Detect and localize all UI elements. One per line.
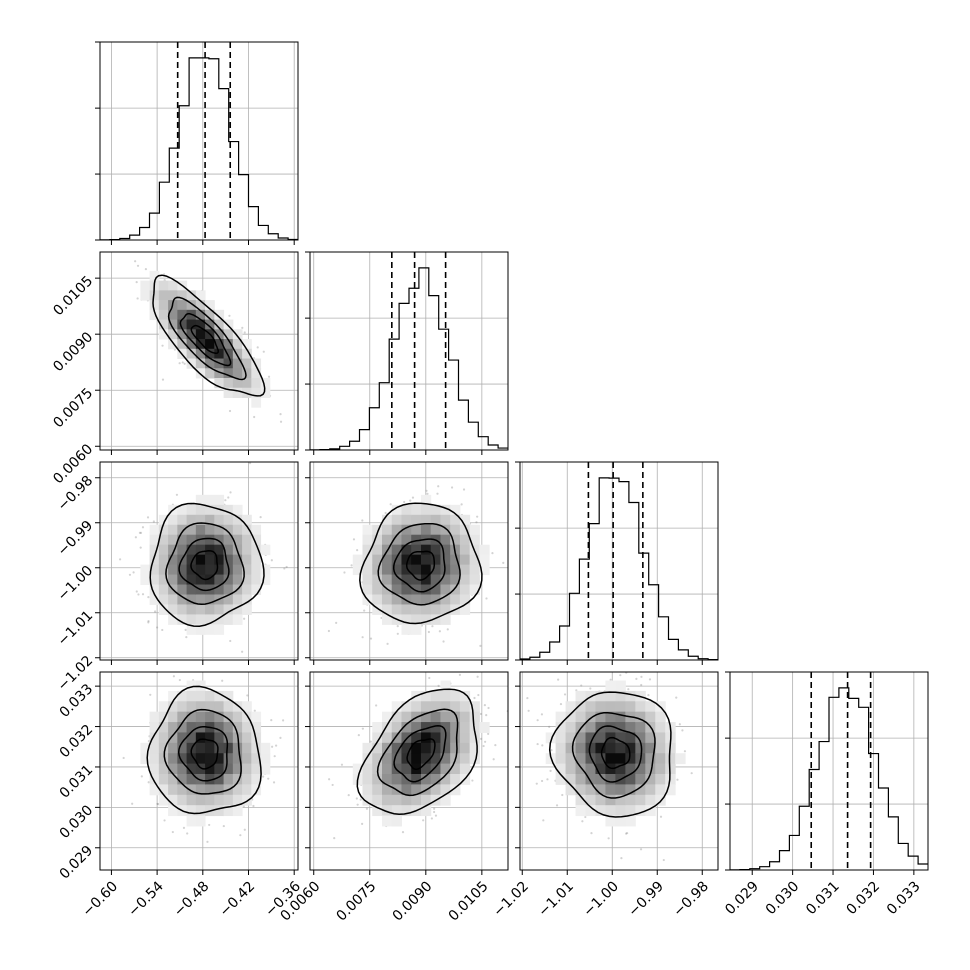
x-tick-label: −1.02: [490, 878, 532, 920]
x-tick-label: 0.0090: [390, 878, 436, 924]
density-panel-3-1: [100, 462, 298, 660]
x-tick-label: −0.42: [217, 878, 259, 920]
x-tick-label: 0.032: [844, 878, 884, 918]
density-grid: [352, 494, 490, 635]
contour-line: [406, 738, 436, 771]
panel-frame: [99, 671, 299, 871]
y-tick-label: −0.99: [55, 518, 97, 560]
x-tick-label: 0.030: [763, 878, 803, 918]
contour-line: [393, 724, 447, 783]
contour-line: [163, 708, 242, 795]
x-tick-label: −0.98: [670, 878, 712, 920]
contour-line: [377, 522, 461, 606]
density-panel-4-1: [100, 672, 298, 870]
y-tick-label: 0.0075: [50, 385, 96, 431]
panel-frame: [519, 671, 719, 871]
y-tick-label: −1.01: [55, 608, 97, 650]
panel-frame: [729, 671, 929, 871]
x-tick-label: 0.033: [884, 878, 924, 918]
contour-line: [167, 296, 247, 381]
x-tick-label: −1.01: [535, 878, 577, 920]
x-tick-label: −0.60: [80, 878, 122, 920]
contour-line: [376, 708, 459, 797]
histogram-step: [310, 267, 508, 450]
y-tick-label: 0.029: [57, 843, 97, 883]
panel-frame: [309, 461, 509, 661]
x-tick-label: 0.0105: [446, 878, 492, 924]
density-panel-4-2: [310, 672, 508, 870]
y-tick-label: 0.030: [57, 802, 97, 842]
contour-line: [548, 691, 672, 818]
density-grid: [140, 680, 271, 827]
density-panel-2-1: [100, 252, 298, 450]
density-grid: [140, 270, 271, 408]
x-tick-label: 0.029: [722, 878, 762, 918]
histogram-step: [520, 477, 718, 660]
contour-line: [588, 725, 643, 783]
y-tick-label: 0.0090: [50, 329, 96, 375]
contour-line: [177, 726, 229, 782]
contour-line: [190, 738, 219, 770]
density-grid: [140, 494, 271, 635]
contour-line: [392, 538, 446, 593]
x-tick-label: −0.48: [171, 878, 213, 920]
histogram-panel-2: [310, 252, 508, 450]
panel-frame: [99, 41, 299, 241]
x-tick-label: 0.031: [803, 878, 843, 918]
histogram-panel-1: [100, 42, 298, 240]
contour-line: [356, 688, 478, 815]
density-panel-3-2: [310, 462, 508, 660]
density-grid: [352, 680, 490, 827]
histogram-panel-4: [730, 672, 928, 870]
contour-line: [600, 736, 631, 770]
panel-frame: [99, 461, 299, 661]
contour-line: [146, 685, 262, 815]
contour-line: [178, 537, 230, 592]
histogram-step: [730, 687, 928, 870]
contour-line: [571, 711, 656, 799]
x-tick-label: 0.0075: [334, 878, 380, 924]
contour-line: [149, 502, 265, 627]
x-tick-label: −1.00: [580, 878, 622, 920]
contour-line: [190, 550, 219, 581]
y-tick-label: −1.00: [55, 563, 97, 605]
y-tick-label: 0.0105: [50, 273, 96, 319]
panel-frame: [309, 251, 509, 451]
contour-line: [190, 324, 219, 354]
histogram-panel-3: [520, 462, 718, 660]
contour-line: [359, 502, 483, 625]
y-tick-label: 0.032: [57, 722, 97, 762]
density-panel-4-3: [520, 672, 718, 870]
panel-frame: [99, 251, 299, 451]
panel-frame: [309, 671, 509, 871]
contour-line: [152, 274, 266, 397]
histogram-step: [100, 57, 298, 240]
y-tick-label: 0.031: [57, 762, 97, 802]
x-tick-label: −0.54: [125, 878, 167, 920]
contour-line: [165, 522, 245, 606]
panel-frame: [519, 461, 719, 661]
density-grid: [545, 680, 686, 827]
contour-line: [405, 550, 436, 581]
contour-line: [179, 313, 232, 367]
x-tick-label: −0.99: [625, 878, 667, 920]
